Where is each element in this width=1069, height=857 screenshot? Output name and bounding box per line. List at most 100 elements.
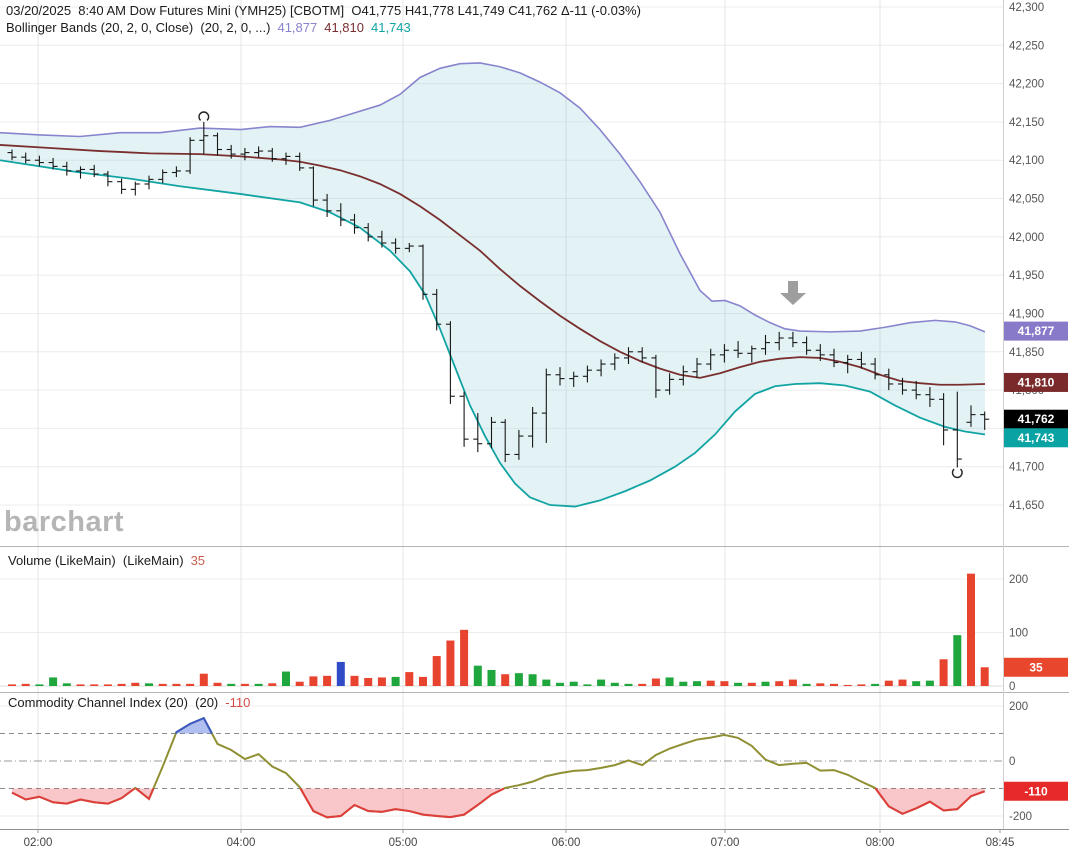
volume-bar — [295, 681, 304, 686]
volume-label: Volume (LikeMain) (LikeMain) — [8, 553, 184, 568]
volume-bar — [953, 635, 962, 686]
cci-line-oversold — [135, 787, 155, 801]
volume-bar — [336, 661, 345, 686]
volume-bar — [405, 672, 414, 686]
volume-bar — [939, 659, 948, 686]
volume-bar — [980, 667, 989, 686]
volume-bar — [967, 573, 975, 686]
price-badge-text: 41,877 — [1018, 324, 1055, 338]
volume-bar — [830, 683, 838, 686]
volume-bar — [227, 683, 236, 686]
volume-bar — [487, 669, 496, 686]
volume-bar — [350, 675, 359, 686]
volume-bar — [501, 674, 510, 686]
bollinger-label: Bollinger Bands (20, 2, 0, Close) (20, 2… — [6, 20, 271, 35]
volume-bar — [117, 683, 126, 686]
volume-bar — [419, 676, 427, 686]
bollinger-lower-line — [0, 159, 986, 508]
bollinger-lower-value: 41,743 — [371, 20, 411, 35]
volume-bar — [788, 679, 797, 686]
instrument-quote-header: 03/20/2025 8:40 AM Dow Futures Mini (YMH… — [6, 3, 641, 18]
volume-bar — [323, 675, 332, 686]
volume-badge-text: 35 — [1029, 660, 1043, 674]
price-axis-label: 41,850 — [1009, 347, 1044, 359]
time-axis-label: 08:45 — [986, 837, 1015, 849]
cci-line-overbought — [174, 716, 213, 734]
volume-bar — [857, 684, 866, 686]
volume-bar — [679, 681, 688, 686]
volume-bar — [158, 683, 167, 686]
cci-overbought-fill — [175, 718, 212, 734]
volume-bar — [569, 681, 578, 686]
time-axis-label: 02:00 — [24, 837, 53, 849]
cci-badge-text: -110 — [1024, 784, 1048, 798]
volume-bar — [186, 683, 195, 686]
volume-bar — [734, 682, 743, 686]
volume-bar — [377, 677, 386, 686]
volume-bar — [597, 679, 606, 686]
volume-bar — [172, 683, 181, 686]
volume-bar — [693, 681, 701, 686]
price-axis-label: 41,650 — [1009, 500, 1044, 512]
volume-bar — [240, 683, 249, 686]
volume-bar — [49, 677, 58, 686]
price-badge — [1004, 372, 1068, 392]
volume-bar — [638, 683, 647, 686]
volume-bar — [583, 684, 592, 686]
volume-bar — [103, 684, 112, 686]
price-badge — [1004, 409, 1068, 429]
time-axis-label: 05:00 — [389, 837, 418, 849]
volume-bar — [514, 673, 523, 686]
volume-last-value: 35 — [190, 553, 206, 568]
volume-bar — [816, 683, 825, 686]
volume-bar — [542, 679, 551, 686]
volume-bar — [76, 684, 85, 686]
price-axis-label: 42,150 — [1009, 117, 1044, 129]
cci-oversold-fill — [12, 788, 135, 804]
cci-badge — [1004, 781, 1068, 801]
volume-bar — [556, 682, 564, 686]
volume-bar — [665, 677, 674, 686]
volume-bar — [925, 680, 934, 686]
price-badge — [1004, 428, 1068, 448]
volume-bar — [898, 679, 907, 686]
volume-bar — [706, 680, 715, 686]
down-arrow-icon — [780, 281, 806, 305]
volume-bar — [843, 684, 852, 686]
volume-bar — [254, 683, 263, 686]
volume-bar — [35, 684, 44, 686]
volume-bar — [802, 683, 811, 686]
volume-axis-label: 200 — [1009, 574, 1028, 586]
bollinger-band-fill — [0, 62, 985, 507]
volume-bar — [145, 683, 153, 686]
volume-bar — [720, 681, 729, 686]
volume-bar — [775, 681, 784, 686]
volume-bar — [528, 674, 537, 686]
price-axis-label: 42,050 — [1009, 194, 1044, 206]
price-axis-label: 42,250 — [1009, 40, 1044, 52]
price-axis-label: 42,000 — [1009, 232, 1044, 244]
bollinger-middle-value: 41,810 — [324, 20, 364, 35]
volume-bar — [473, 665, 482, 686]
bollinger-upper-value: 41,877 — [277, 20, 318, 35]
volume-bar — [391, 676, 400, 686]
volume-bar — [364, 677, 373, 686]
volume-axis-label: 0 — [1009, 681, 1015, 693]
volume-bar — [199, 673, 208, 686]
bollinger-header: Bollinger Bands (20, 2, 0, Close) (20, 2… — [6, 20, 411, 35]
barchart-logo: barchart — [4, 506, 125, 538]
volume-bar — [432, 656, 441, 686]
cci-line-oversold — [11, 787, 136, 805]
cci-oversold-fill — [300, 788, 505, 818]
volume-bar — [871, 683, 880, 686]
volume-bar — [610, 682, 619, 686]
volume-bar — [90, 684, 99, 686]
cci-last-value: -110 — [225, 695, 251, 710]
volume-bar — [268, 683, 277, 686]
volume-bar — [460, 629, 469, 686]
volume-panel-header: Volume (LikeMain) (LikeMain) 35 — [8, 553, 205, 568]
volume-bar — [446, 640, 455, 686]
volume-bar — [651, 678, 660, 686]
price-axis-label: 41,700 — [1009, 462, 1044, 474]
